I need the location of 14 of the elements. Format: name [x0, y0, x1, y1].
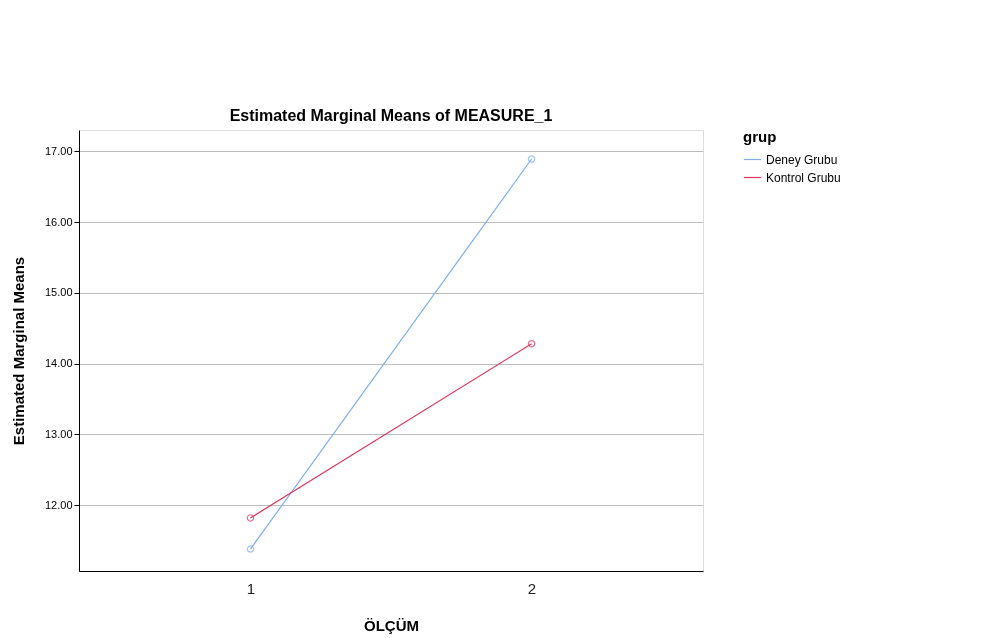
legend-title: grup	[743, 128, 777, 145]
x-tick-label: 2	[527, 579, 537, 597]
x-tick-label: 1	[246, 579, 256, 597]
y-axis-title: Estimated Marginal Means	[9, 256, 27, 446]
y-tick-label: 17.00	[44, 144, 73, 157]
y-tick-label: 12.00	[44, 498, 73, 511]
x-axis-title: ÖLÇÜM	[364, 616, 419, 634]
legend-label: Deney Grubu	[766, 152, 838, 167]
y-tick-label: 13.00	[44, 427, 73, 440]
y-tick-label: 14.00	[44, 357, 73, 370]
y-tick-label: 16.00	[44, 215, 73, 228]
chart-title: Estimated Marginal Means of MEASURE_1	[229, 107, 553, 124]
legend-label: Kontrol Grubu	[766, 170, 841, 185]
y-tick-label: 15.00	[44, 286, 73, 299]
